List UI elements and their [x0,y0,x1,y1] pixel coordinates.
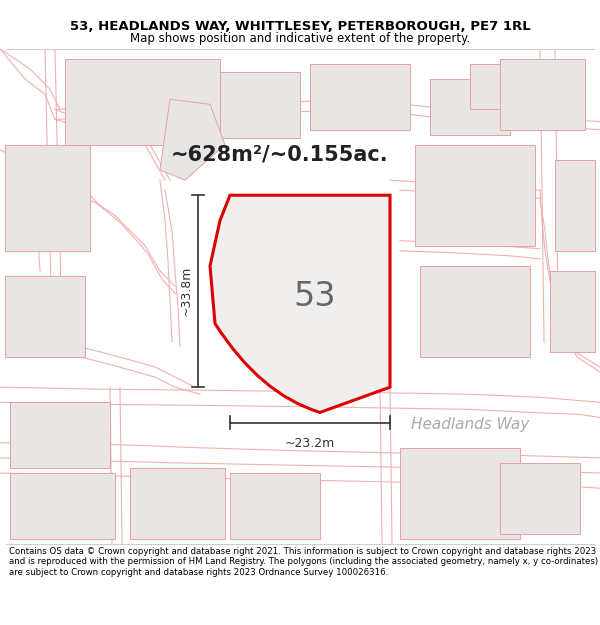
Bar [430,79,510,134]
Text: 53: 53 [294,280,336,312]
Text: Headlands Way: Headlands Way [411,417,529,432]
Text: 53, HEADLANDS WAY, WHITTLESEY, PETERBOROUGH, PE7 1RL: 53, HEADLANDS WAY, WHITTLESEY, PETERBORO… [70,20,530,32]
Bar [5,145,90,251]
Text: ~33.8m: ~33.8m [179,266,193,316]
Bar [400,448,520,539]
Bar [10,473,115,539]
Bar [500,59,585,129]
Bar [65,59,220,145]
Bar [130,468,225,539]
Bar [230,473,320,539]
Text: ~23.2m: ~23.2m [285,437,335,449]
Bar [420,266,530,357]
Text: ~628m²/~0.155ac.: ~628m²/~0.155ac. [171,145,389,165]
Bar [550,271,595,352]
Bar [5,276,85,357]
Bar [220,72,300,138]
Bar [310,64,410,129]
Bar [470,64,560,109]
Polygon shape [160,99,225,180]
Text: Map shows position and indicative extent of the property.: Map shows position and indicative extent… [130,32,470,45]
Text: Contains OS data © Crown copyright and database right 2021. This information is : Contains OS data © Crown copyright and d… [9,547,598,577]
Bar [10,402,110,468]
Bar [415,145,535,246]
Bar [555,160,595,251]
Bar [500,463,580,534]
PathPatch shape [210,195,390,412]
